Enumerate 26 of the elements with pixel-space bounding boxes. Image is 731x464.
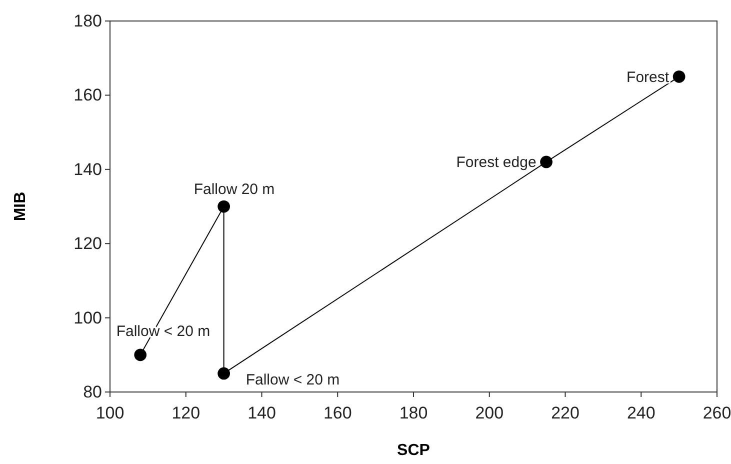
y-tick-label: 140 bbox=[74, 160, 102, 179]
x-tick-label: 240 bbox=[626, 404, 656, 423]
point bbox=[218, 367, 230, 380]
annotation: Fallow < 20 m bbox=[246, 372, 340, 389]
point bbox=[134, 348, 147, 362]
x-tick-label: 100 bbox=[96, 404, 124, 423]
annotation: Forest bbox=[626, 68, 670, 86]
y-tick-label: 100 bbox=[74, 308, 102, 328]
x-tick-label: 180 bbox=[399, 404, 428, 423]
y-tick-label: 80 bbox=[83, 382, 102, 402]
x-tick-label: 260 bbox=[702, 404, 731, 423]
x-tick-label: 200 bbox=[475, 404, 504, 423]
point bbox=[672, 70, 686, 83]
point bbox=[540, 156, 552, 168]
y-tick-label: 180 bbox=[74, 11, 102, 30]
annotation: Forest edge bbox=[456, 154, 536, 172]
x-tick-label: 160 bbox=[323, 404, 352, 423]
point bbox=[218, 200, 230, 213]
annotation: Fallow 20 m bbox=[194, 180, 275, 198]
y-tick-label: 160 bbox=[74, 86, 102, 105]
x-tick-label: 120 bbox=[172, 404, 200, 423]
y-tick-label: 120 bbox=[74, 234, 102, 254]
x-tick-label: 140 bbox=[248, 404, 276, 423]
x-tick-label: 220 bbox=[551, 404, 580, 423]
x-axis-title: SCP bbox=[397, 442, 430, 459]
y-axis-title: MIB bbox=[12, 192, 29, 222]
